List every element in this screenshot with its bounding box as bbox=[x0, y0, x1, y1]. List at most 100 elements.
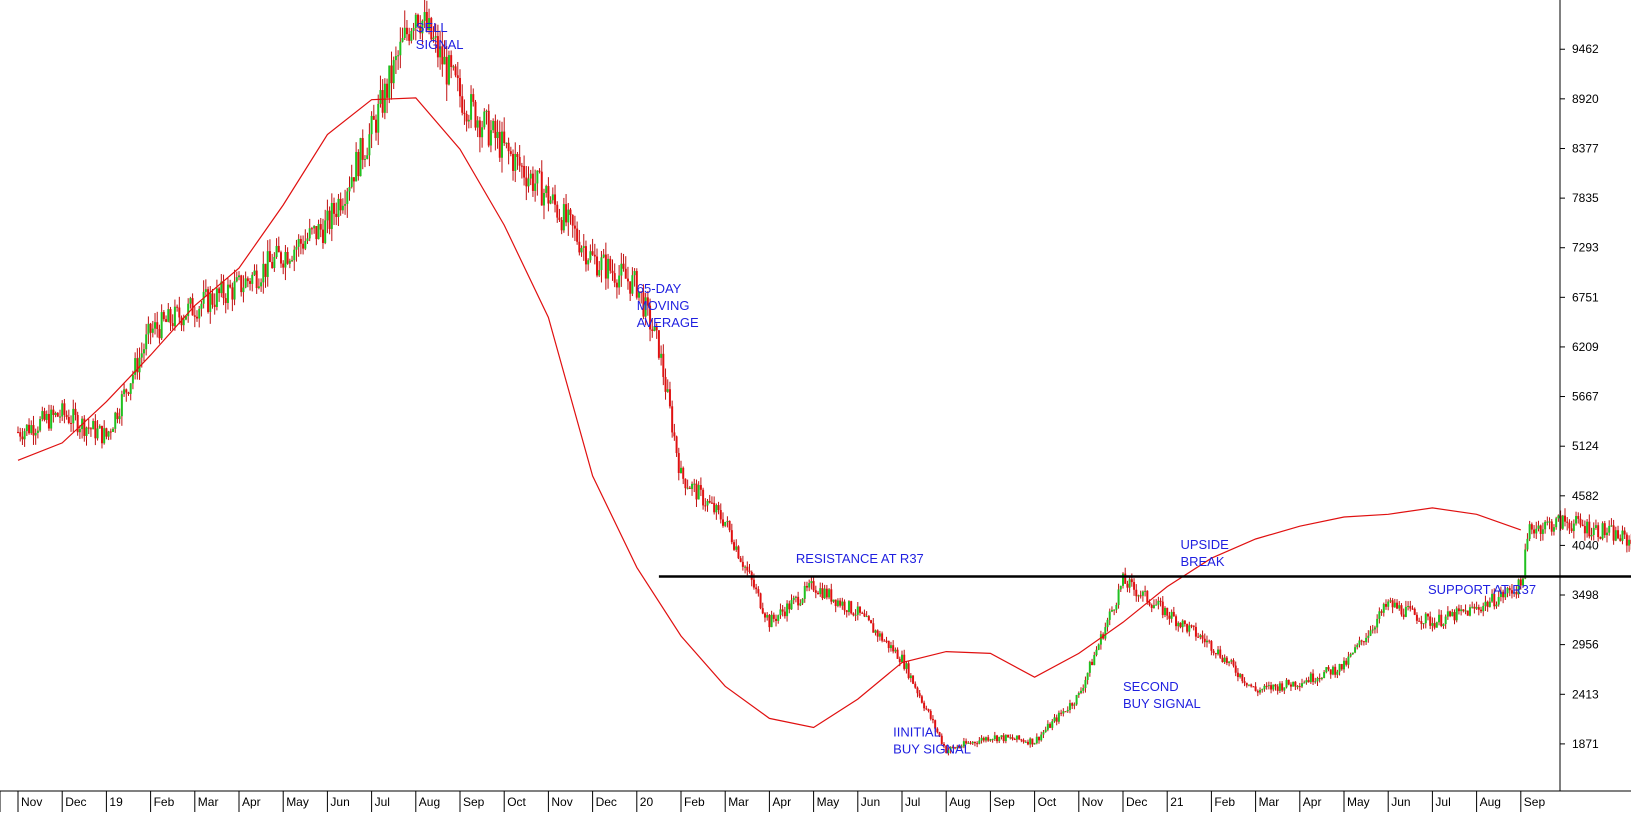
candle-up bbox=[1546, 521, 1549, 523]
candle-up bbox=[1000, 735, 1003, 737]
candle-up bbox=[1015, 735, 1018, 740]
candle-up bbox=[1188, 625, 1191, 632]
candle-down bbox=[755, 587, 758, 590]
candle-up bbox=[1614, 530, 1617, 541]
candle-down bbox=[560, 220, 563, 231]
candle-down bbox=[783, 611, 786, 617]
candle-down bbox=[109, 431, 112, 433]
candle-up bbox=[1389, 600, 1392, 602]
candle-up bbox=[1422, 623, 1425, 625]
candle-up bbox=[828, 589, 831, 598]
candle-down bbox=[945, 745, 948, 754]
candle-down bbox=[748, 570, 751, 572]
candle-down bbox=[1190, 625, 1193, 627]
candle-down bbox=[684, 478, 687, 489]
candle-up bbox=[1387, 601, 1390, 607]
candle-up bbox=[1601, 523, 1604, 539]
candle-down bbox=[28, 424, 31, 434]
candle-down bbox=[1449, 611, 1452, 617]
candle-down bbox=[87, 427, 90, 429]
candle-down bbox=[739, 558, 742, 562]
annotation-initial-buy: IINITIAL BUY SIGNAL bbox=[893, 725, 971, 757]
candle-up bbox=[266, 251, 269, 277]
candle-down bbox=[892, 645, 895, 652]
candle-up bbox=[644, 297, 647, 317]
candle-down bbox=[863, 613, 866, 617]
candle-up bbox=[1535, 528, 1538, 534]
candle-up bbox=[545, 186, 548, 193]
candle-down bbox=[1018, 735, 1021, 740]
candle-down bbox=[1276, 686, 1279, 691]
candle-down bbox=[339, 198, 342, 211]
candle-up bbox=[209, 293, 212, 312]
candle-up bbox=[1042, 732, 1045, 735]
candle-up bbox=[1051, 721, 1054, 728]
candle-down bbox=[494, 120, 497, 139]
moving-average-line bbox=[17, 97, 1521, 729]
candle-up bbox=[476, 120, 479, 128]
candle-up bbox=[355, 151, 358, 182]
candle-up bbox=[589, 251, 592, 261]
candle-up bbox=[901, 654, 903, 663]
candle-up bbox=[1115, 604, 1118, 610]
x-tick-label: Mar bbox=[198, 795, 219, 809]
candle-down bbox=[1245, 682, 1248, 686]
candle-up bbox=[447, 55, 450, 85]
candle-down bbox=[507, 142, 510, 152]
candle-up bbox=[317, 224, 320, 240]
candle-up bbox=[1371, 629, 1374, 631]
candle-down bbox=[929, 711, 932, 719]
candle-down bbox=[1486, 601, 1489, 607]
candle-up bbox=[1122, 573, 1124, 586]
candle-down bbox=[1179, 622, 1182, 628]
candle-up bbox=[638, 291, 641, 298]
candle-down bbox=[609, 258, 612, 271]
candle-up bbox=[1217, 649, 1220, 655]
candle-up bbox=[45, 413, 48, 420]
candle-down bbox=[885, 640, 888, 642]
candle-up bbox=[1093, 655, 1096, 666]
candle-up bbox=[514, 153, 517, 171]
candle-down bbox=[1289, 684, 1292, 687]
candle-down bbox=[1232, 660, 1235, 666]
candle-up bbox=[905, 663, 908, 669]
y-tick-label: 9462 bbox=[1572, 42, 1599, 56]
candle-down bbox=[969, 742, 972, 744]
x-tick-label: May bbox=[817, 795, 840, 809]
candle-up bbox=[1343, 660, 1345, 670]
candlestick-series bbox=[17, 0, 1631, 756]
candle-up bbox=[1438, 614, 1441, 623]
candle-down bbox=[896, 649, 899, 659]
candle-down bbox=[938, 732, 941, 736]
candle-up bbox=[434, 36, 437, 38]
candle-up bbox=[1451, 612, 1454, 617]
candle-up bbox=[1592, 527, 1595, 535]
candle-down bbox=[445, 56, 448, 85]
candle-down bbox=[940, 735, 943, 744]
annotation-line: BREAK bbox=[1180, 554, 1224, 569]
candle-up bbox=[505, 142, 508, 144]
candle-up bbox=[1323, 672, 1326, 678]
candle-up bbox=[724, 521, 727, 526]
candle-down bbox=[1197, 636, 1200, 638]
candle-down bbox=[1265, 685, 1268, 687]
candle-down bbox=[1133, 582, 1136, 590]
candle-up bbox=[1108, 611, 1111, 620]
x-tick-label: 19 bbox=[109, 795, 123, 809]
candle-down bbox=[1186, 623, 1189, 632]
candle-down bbox=[781, 609, 784, 612]
candle-up bbox=[96, 428, 99, 439]
candle-up bbox=[1460, 609, 1463, 612]
candle-down bbox=[814, 590, 817, 593]
candle-up bbox=[1365, 637, 1368, 643]
candle-up bbox=[151, 328, 154, 333]
candle-up bbox=[306, 238, 309, 241]
candle-up bbox=[551, 194, 554, 201]
candle-up bbox=[403, 27, 406, 38]
candle-down bbox=[596, 256, 599, 276]
candle-down bbox=[1183, 620, 1186, 624]
candle-up bbox=[1548, 521, 1551, 523]
x-tick-label: Jul bbox=[1435, 795, 1450, 809]
candle-up bbox=[1484, 601, 1487, 606]
candle-up bbox=[1552, 527, 1555, 532]
